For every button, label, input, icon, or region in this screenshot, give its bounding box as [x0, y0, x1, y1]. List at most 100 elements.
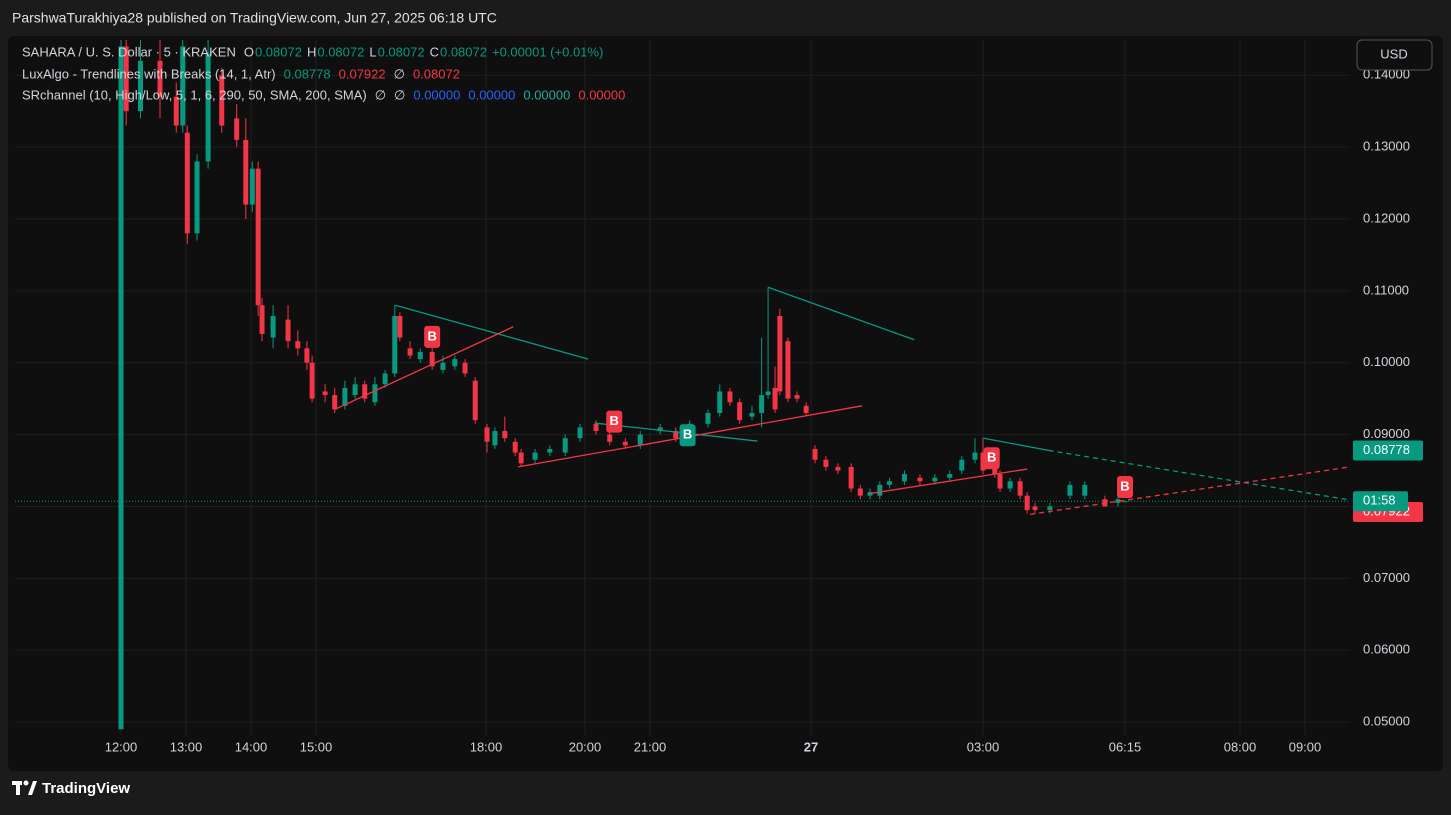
- candle-body: [180, 46, 186, 126]
- legend-text: H: [307, 44, 316, 59]
- candle-body: [562, 438, 568, 453]
- candle-body: [887, 481, 893, 485]
- candle-body: [382, 373, 388, 385]
- candle-body: [607, 434, 613, 442]
- legend-text: 0.08072: [255, 44, 302, 59]
- candle-body: [234, 118, 240, 140]
- candle-body: [270, 315, 276, 338]
- candle-body: [249, 168, 255, 205]
- y-tick-label: 0.09000: [1363, 426, 1410, 441]
- candle-body: [657, 427, 663, 431]
- candle-body: [118, 46, 124, 730]
- legend-text: SAHARA / U. S. Dollar · 5 · KRAKEN: [22, 44, 236, 59]
- legend-text: L: [369, 44, 376, 59]
- y-tick-label: 0.05000: [1363, 714, 1410, 729]
- candle-body: [812, 448, 818, 460]
- candle-body: [512, 441, 518, 453]
- x-tick-label: 15:00: [300, 739, 333, 754]
- trendline: [767, 286, 915, 341]
- candle-body: [992, 466, 998, 475]
- candle-body: [255, 168, 261, 306]
- legend-text: 0.08072: [413, 66, 460, 81]
- candle-body: [1067, 484, 1073, 496]
- candle-body: [980, 452, 986, 471]
- footer-brand: TradingView: [42, 780, 130, 797]
- currency-label: USD: [1380, 46, 1407, 61]
- candle-body: [794, 395, 800, 399]
- candle-body: [407, 348, 413, 356]
- candle-body: [518, 452, 524, 464]
- candle-body: [484, 427, 490, 442]
- candle-body: [532, 452, 538, 460]
- trendline: [1048, 449, 1351, 501]
- break-signal: [606, 410, 623, 433]
- candle-body: [492, 430, 498, 446]
- candle-body: [1007, 481, 1013, 489]
- candle-body: [759, 395, 765, 414]
- candle-body: [835, 466, 841, 471]
- chart-panel: [8, 36, 1443, 771]
- x-tick-label: 27: [804, 739, 818, 754]
- candle-body: [157, 60, 163, 97]
- candle-body: [622, 441, 628, 446]
- signal-label: B: [987, 450, 996, 465]
- x-tick-label: 21:00: [634, 739, 667, 754]
- candle-body: [309, 362, 315, 399]
- price-badge: [1353, 440, 1423, 461]
- x-tick-label: 09:00: [1289, 739, 1322, 754]
- legend-text: 0.08778: [284, 66, 331, 81]
- candle-body: [867, 492, 873, 496]
- candle-body: [997, 474, 1003, 489]
- candle-body: [295, 341, 301, 349]
- candle-body: [1017, 481, 1023, 496]
- candle-body: [123, 46, 129, 112]
- break-signal: [679, 424, 696, 447]
- x-tick-label: 14:00: [235, 739, 268, 754]
- y-tick-label: 0.07000: [1363, 570, 1410, 585]
- candle-body: [959, 459, 965, 471]
- y-tick-label: 0.10000: [1363, 354, 1410, 369]
- legend-text: 0.08072: [317, 44, 364, 59]
- candle-body: [777, 315, 783, 392]
- candle-body: [765, 391, 771, 396]
- candle-body: [705, 413, 711, 424]
- candle-body: [397, 315, 403, 338]
- legend-text: 0.07922: [339, 66, 386, 81]
- footer-logo: [12, 780, 37, 795]
- candle-body: [1047, 506, 1053, 511]
- legend-text: 0.08072: [440, 44, 487, 59]
- candle-body: [429, 351, 435, 367]
- legend-text: LuxAlgo - Trendlines with Breaks (14, 1,…: [22, 66, 276, 81]
- candle-body: [332, 395, 338, 410]
- candle-body: [1115, 499, 1121, 503]
- x-tick-label: 08:00: [1224, 739, 1257, 754]
- y-tick-label: 0.13000: [1363, 139, 1410, 154]
- candle-body: [673, 430, 679, 439]
- candle-body: [947, 474, 953, 478]
- countdown-label: 01:58: [1363, 493, 1396, 508]
- y-tick-label: 0.12000: [1363, 210, 1410, 225]
- candle-body: [194, 161, 200, 234]
- candle-body: [637, 434, 643, 446]
- candle-body: [304, 348, 310, 363]
- price-badge-label: 0.08778: [1363, 442, 1410, 457]
- candle-body: [932, 477, 938, 482]
- candle-body: [901, 474, 907, 482]
- plot: 0.050000.060000.070000.080000.090000.100…: [15, 40, 1423, 754]
- candle-body: [877, 484, 883, 496]
- candle-body: [823, 459, 829, 467]
- break-signal: [1117, 476, 1133, 499]
- currency-button[interactable]: [1356, 39, 1433, 71]
- x-tick-label: 12:00: [105, 739, 138, 754]
- x-tick-label: 06:15: [1109, 739, 1142, 754]
- candle-body: [749, 413, 755, 417]
- y-tick-label: 0.11000: [1363, 282, 1409, 297]
- candle-body: [138, 60, 143, 112]
- candle-body: [772, 387, 778, 410]
- x-tick-label: 18:00: [470, 739, 503, 754]
- legend-text: 0.00000: [468, 87, 515, 102]
- candle-body: [205, 53, 211, 162]
- trendline: [982, 437, 1049, 452]
- legend-text: 0.00000: [523, 87, 570, 102]
